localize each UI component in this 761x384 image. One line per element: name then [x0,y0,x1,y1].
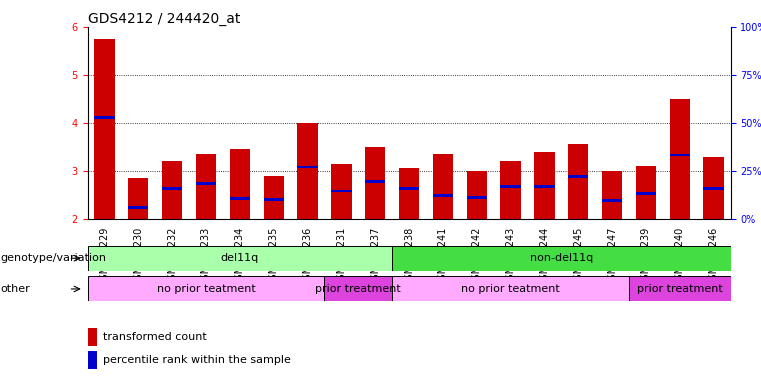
Bar [433,194,453,197]
Bar [466,171,487,219]
Bar [298,166,317,169]
Bar [534,152,555,219]
Bar [635,166,656,219]
Bar [331,190,352,192]
Bar [629,276,731,301]
Text: percentile rank within the sample: percentile rank within the sample [103,355,291,365]
Bar [703,187,724,190]
Bar [88,246,392,271]
Text: prior treatment: prior treatment [637,284,723,294]
Text: prior treatment: prior treatment [315,284,401,294]
Bar [331,164,352,219]
Bar [501,185,521,188]
Bar [568,144,588,219]
Bar [88,276,324,301]
Bar [128,207,148,209]
Bar [466,196,487,199]
Bar [324,276,392,301]
Text: del11q: del11q [221,253,259,263]
Bar [230,149,250,219]
Bar [162,161,183,219]
Bar [298,123,317,219]
Text: genotype/variation: genotype/variation [1,253,107,263]
Bar [568,175,588,178]
Bar [94,116,115,119]
Bar [433,154,453,219]
Text: no prior teatment: no prior teatment [461,284,560,294]
Bar [534,185,555,188]
Bar [670,154,690,157]
Bar [88,328,97,346]
Bar [94,39,115,219]
Bar [230,197,250,200]
Bar [263,198,284,200]
Bar [128,178,148,219]
Bar [88,351,97,369]
Text: GDS4212 / 244420_at: GDS4212 / 244420_at [88,12,240,26]
Bar [602,199,622,202]
Bar [162,187,183,190]
Bar [365,180,385,183]
Bar [263,176,284,219]
Bar [196,154,216,219]
Text: other: other [1,284,30,294]
Bar [392,276,629,301]
Text: no prior teatment: no prior teatment [157,284,256,294]
Bar [703,157,724,219]
Text: transformed count: transformed count [103,332,206,342]
Bar [635,192,656,195]
Bar [392,246,731,271]
Bar [365,147,385,219]
Bar [670,99,690,219]
Bar [399,187,419,190]
Bar [501,161,521,219]
Bar [196,182,216,185]
Bar [399,169,419,219]
Bar [602,171,622,219]
Text: non-del11q: non-del11q [530,253,593,263]
